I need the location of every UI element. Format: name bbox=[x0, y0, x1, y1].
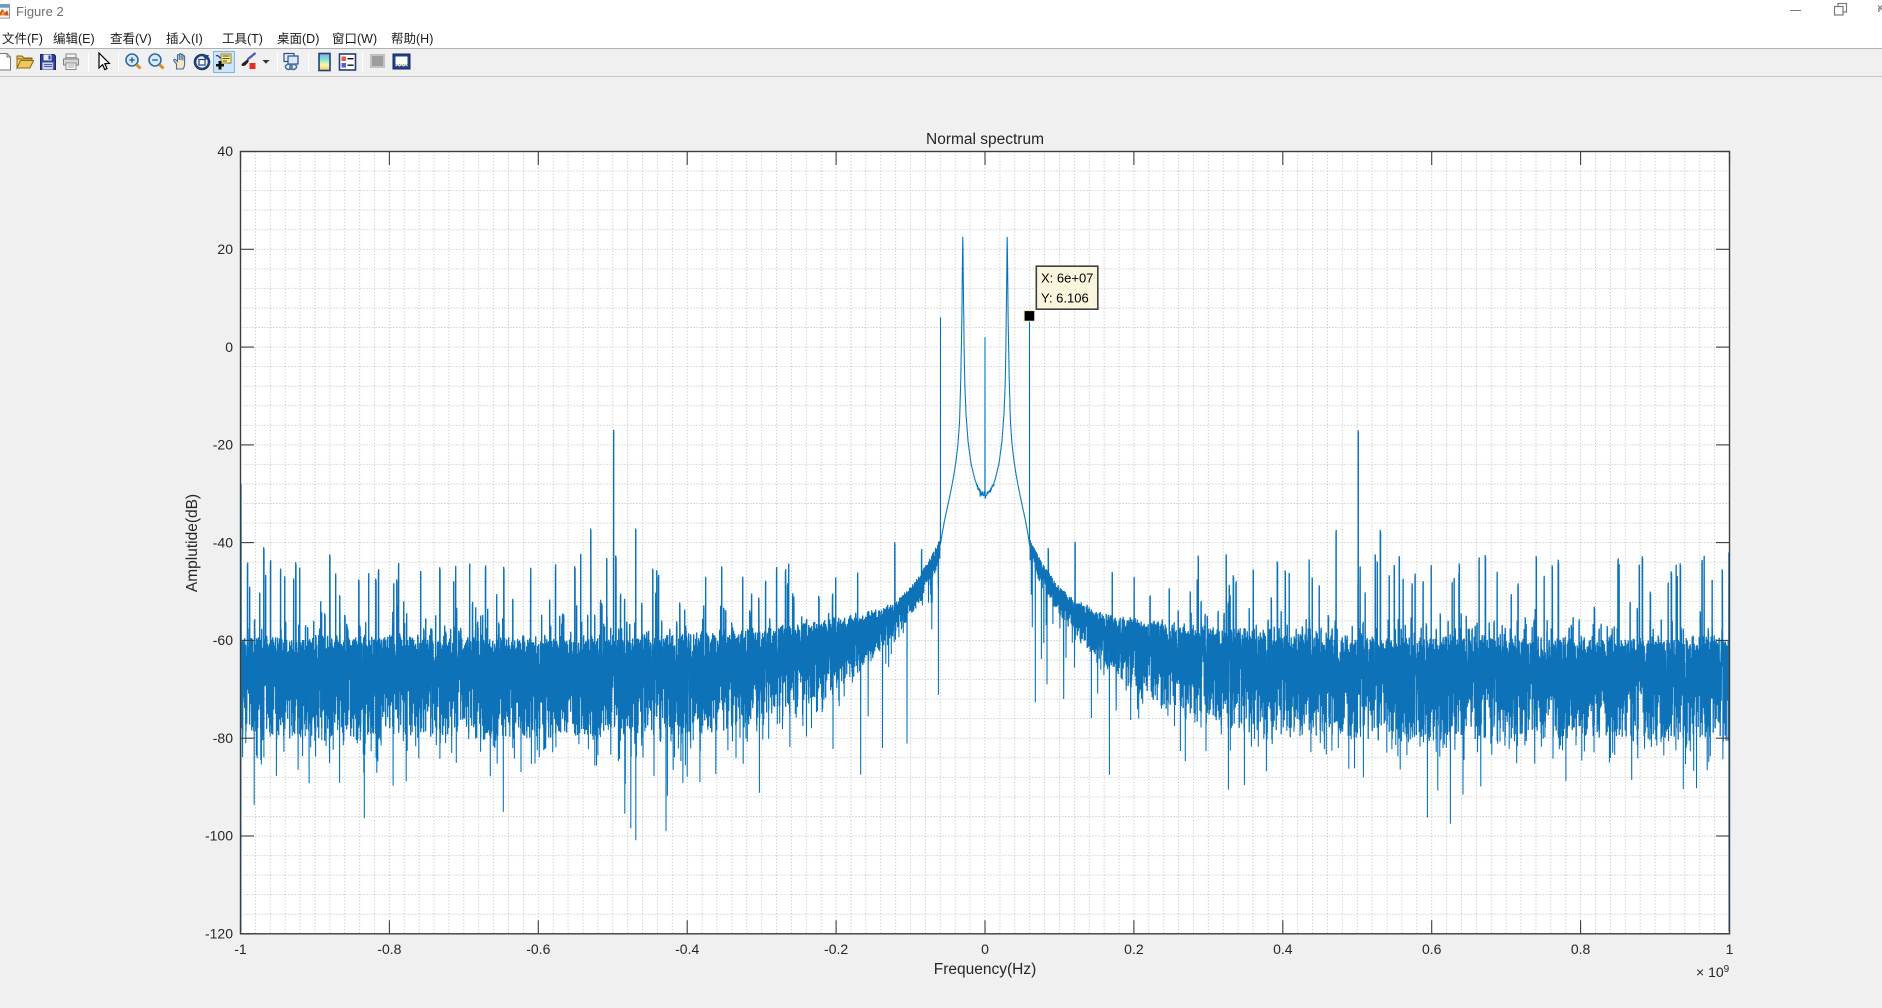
svg-text:Y: 6.106: Y: 6.106 bbox=[1041, 291, 1089, 306]
svg-text:0.8: 0.8 bbox=[1571, 941, 1591, 957]
svg-text:-100: -100 bbox=[205, 828, 233, 844]
svg-text:0: 0 bbox=[981, 941, 989, 957]
svg-text:0.2: 0.2 bbox=[1124, 941, 1144, 957]
svg-text:20: 20 bbox=[217, 241, 233, 257]
svg-text:-80: -80 bbox=[213, 730, 233, 746]
svg-text:-60: -60 bbox=[213, 632, 233, 648]
svg-text:1: 1 bbox=[1726, 941, 1734, 957]
svg-text:-0.4: -0.4 bbox=[675, 941, 699, 957]
svg-text:Amplutide(dB): Amplutide(dB) bbox=[184, 494, 201, 592]
svg-text:× 109: × 109 bbox=[1696, 964, 1730, 980]
svg-text:40: 40 bbox=[217, 143, 233, 159]
svg-text:-0.2: -0.2 bbox=[824, 941, 848, 957]
svg-text:-120: -120 bbox=[205, 926, 233, 942]
svg-text:X: 6e+07: X: 6e+07 bbox=[1041, 271, 1093, 286]
svg-text:0.6: 0.6 bbox=[1422, 941, 1442, 957]
svg-text:Normal spectrum: Normal spectrum bbox=[926, 131, 1044, 148]
svg-text:Frequency(Hz): Frequency(Hz) bbox=[934, 961, 1037, 978]
svg-text:0.4: 0.4 bbox=[1273, 941, 1293, 957]
svg-text:-0.8: -0.8 bbox=[377, 941, 401, 957]
svg-text:0: 0 bbox=[225, 339, 233, 355]
svg-text:-0.6: -0.6 bbox=[526, 941, 550, 957]
svg-text:-1: -1 bbox=[234, 941, 247, 957]
svg-text:-20: -20 bbox=[213, 437, 233, 453]
svg-text:-40: -40 bbox=[213, 534, 233, 550]
